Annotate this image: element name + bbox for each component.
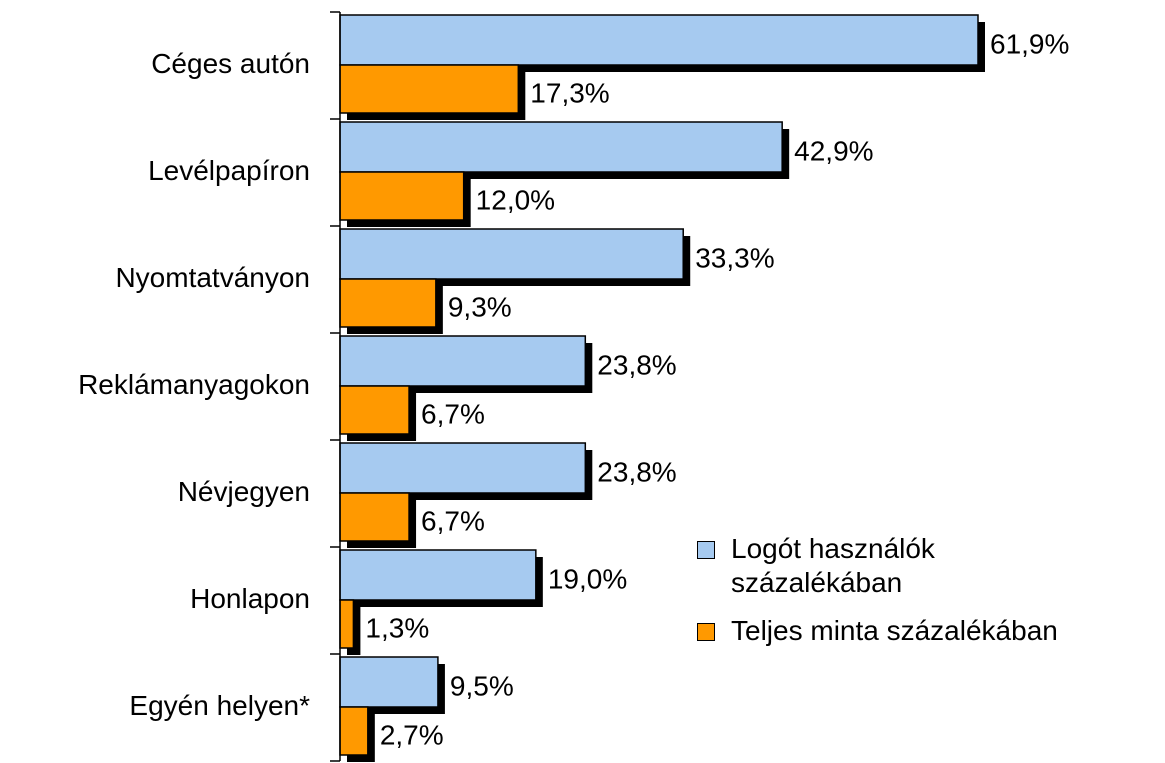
- bar: [339, 14, 979, 66]
- bar: [339, 278, 437, 328]
- legend-swatch: [697, 623, 715, 641]
- value-label: 17,3%: [530, 77, 609, 108]
- bar: [339, 121, 783, 173]
- bar: [339, 228, 684, 280]
- value-label: 9,5%: [450, 670, 514, 701]
- value-label: 42,9%: [794, 135, 873, 166]
- value-label: 33,3%: [695, 242, 774, 273]
- bar: [339, 64, 520, 114]
- category-label: Céges autón: [151, 48, 310, 79]
- value-label: 9,3%: [448, 291, 512, 322]
- category-label: Levélpapíron: [148, 155, 310, 186]
- value-label: 6,7%: [421, 505, 485, 536]
- legend-label: Teljes minta százalékában: [731, 615, 1058, 646]
- category-label: Reklámanyagokon: [78, 369, 310, 400]
- value-label: 23,8%: [597, 456, 676, 487]
- value-label: 19,0%: [548, 563, 627, 594]
- bar: [339, 549, 537, 601]
- bar: [339, 335, 587, 387]
- category-label: Névjegyen: [178, 476, 310, 507]
- legend-label: Logót használók százalékában: [731, 533, 935, 598]
- bar: [339, 171, 465, 221]
- value-label: 1,3%: [365, 612, 429, 643]
- value-label: 61,9%: [990, 28, 1069, 59]
- category-label: Egyén helyen*: [129, 690, 310, 721]
- bar: [339, 706, 369, 756]
- bar: [339, 492, 410, 542]
- bar: [339, 385, 410, 435]
- value-label: 23,8%: [597, 349, 676, 380]
- legend-item: Logót használók százalékában: [697, 532, 1058, 600]
- bar: [339, 656, 439, 708]
- legend-swatch: [697, 541, 715, 559]
- value-label: 12,0%: [476, 184, 555, 215]
- value-label: 2,7%: [380, 719, 444, 750]
- category-label: Nyomtatványon: [115, 262, 310, 293]
- bar: [339, 599, 355, 649]
- bar: [339, 442, 587, 494]
- category-label: Honlapon: [190, 583, 310, 614]
- value-label: 6,7%: [421, 398, 485, 429]
- legend: Logót használók százalékában Teljes minta…: [697, 532, 1058, 662]
- legend-item: Teljes minta százalékában: [697, 614, 1058, 648]
